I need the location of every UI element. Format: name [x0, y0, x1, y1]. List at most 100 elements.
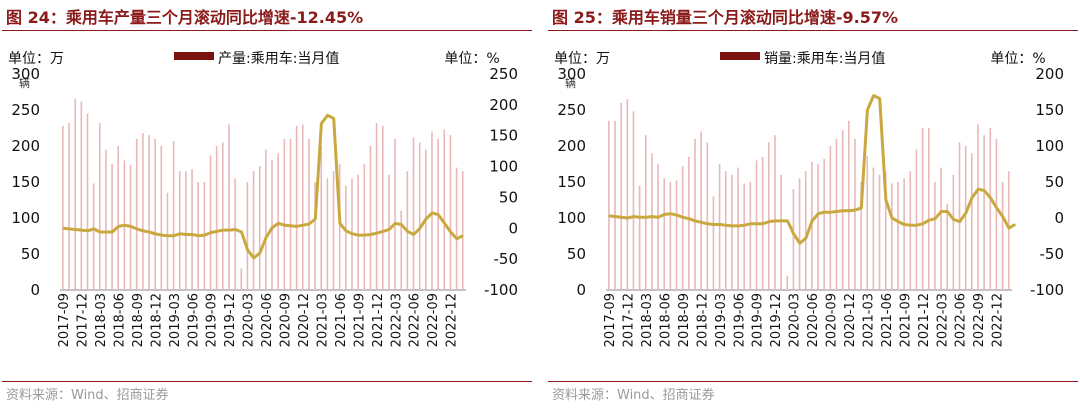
left-tick-label: 100 [11, 209, 40, 227]
yoy-point [817, 213, 819, 215]
source-note: 资料来源：Wind、招商证券 [6, 388, 169, 403]
bar [135, 138, 138, 290]
bar [946, 203, 949, 290]
bar [320, 146, 323, 290]
bar [780, 174, 782, 290]
yoy-point [799, 242, 801, 244]
bar [314, 182, 316, 290]
bar [283, 138, 286, 290]
yoy-point [891, 217, 893, 219]
bar [357, 174, 359, 290]
bar [835, 138, 838, 290]
yoy-point [216, 230, 218, 232]
bar [626, 99, 629, 290]
bar [185, 171, 187, 290]
bar [681, 166, 684, 290]
bar [332, 171, 335, 290]
x-tick-label: 2018-06 [658, 293, 673, 347]
right-tick-label: 150 [1035, 101, 1064, 119]
x-tick-label: 2021-06 [334, 293, 349, 347]
x-tick-label: 2017-09 [603, 293, 618, 347]
yoy-point [608, 215, 610, 217]
bar [823, 158, 825, 290]
yoy-point [431, 212, 433, 214]
yoy-point [916, 224, 918, 226]
yoy-point [419, 227, 421, 229]
yoy-point [651, 215, 653, 218]
yoy-point [247, 249, 249, 251]
bar [92, 183, 95, 290]
yoy-point [462, 235, 464, 237]
legend-label: 销量:乘用车:当月值 [764, 50, 885, 67]
x-tick-label: 2018-09 [131, 293, 146, 347]
bar [172, 140, 175, 290]
yoy-point [148, 231, 150, 233]
bar [338, 164, 341, 290]
yoy-point [130, 225, 132, 228]
yoy-point [326, 114, 329, 116]
bar [768, 142, 770, 290]
yoy-point [351, 233, 353, 235]
yoy-point [240, 231, 243, 233]
yoy-point [842, 210, 844, 212]
bar [461, 171, 464, 290]
yoy-point [382, 230, 384, 232]
left-tick-label: 150 [557, 173, 586, 191]
x-tick-label: 2019-03 [168, 293, 183, 347]
chart-title: 图 25：乘用车销量三个月滚动同比增速-9.57% [552, 8, 898, 27]
bar [308, 138, 310, 290]
bar [160, 146, 163, 290]
bar [651, 153, 653, 290]
bar [977, 124, 979, 291]
yoy-point [719, 223, 721, 226]
bar [258, 166, 261, 290]
yoy-point [173, 235, 175, 237]
x-tick-label: 2020-06 [260, 293, 275, 347]
yoy-point [1014, 223, 1016, 226]
right-tick-label: -100 [1030, 281, 1064, 299]
yoy-point [700, 221, 702, 223]
left-tick-label: 0 [576, 281, 586, 299]
yoy-point [860, 207, 862, 209]
bar [271, 160, 273, 290]
yoy-point [99, 231, 101, 233]
yoy-point [265, 236, 267, 239]
x-tick-label: 2019-09 [751, 293, 766, 347]
x-tick-label: 2018-03 [640, 293, 655, 347]
bar [718, 164, 721, 290]
yoy-point [793, 233, 795, 235]
bar [657, 164, 659, 290]
yoy-point [425, 218, 427, 220]
yoy-point [614, 215, 616, 218]
bar [903, 178, 905, 290]
yoy-point [191, 233, 193, 236]
yoy-point [872, 95, 875, 97]
left-tick-label: 50 [567, 245, 586, 263]
bar [86, 113, 89, 290]
yoy-point [756, 223, 758, 225]
yoy-point [87, 230, 89, 232]
bar [669, 182, 672, 290]
bar [774, 135, 776, 290]
bar [455, 167, 458, 290]
right-tick-label: 50 [499, 188, 518, 206]
right-tick-label: -50 [494, 250, 519, 268]
yoy-point [922, 223, 924, 225]
x-tick-label: 2021-12 [917, 293, 932, 347]
right-tick-label: 100 [1035, 137, 1064, 155]
bar [743, 183, 746, 290]
yoy-point [965, 212, 967, 214]
yoy-point [780, 220, 782, 222]
left-unit-extra-label: 辆 [19, 76, 30, 90]
bar [940, 167, 942, 290]
x-tick-label: 2019-06 [186, 293, 201, 347]
yoy-point [626, 217, 629, 219]
bar [68, 122, 70, 291]
yoy-point [450, 231, 452, 233]
yoy-point [62, 227, 64, 229]
yoy-point [737, 225, 739, 227]
yoy-point [456, 238, 458, 240]
bar [958, 142, 961, 290]
bar [252, 171, 255, 290]
bar [443, 129, 446, 290]
